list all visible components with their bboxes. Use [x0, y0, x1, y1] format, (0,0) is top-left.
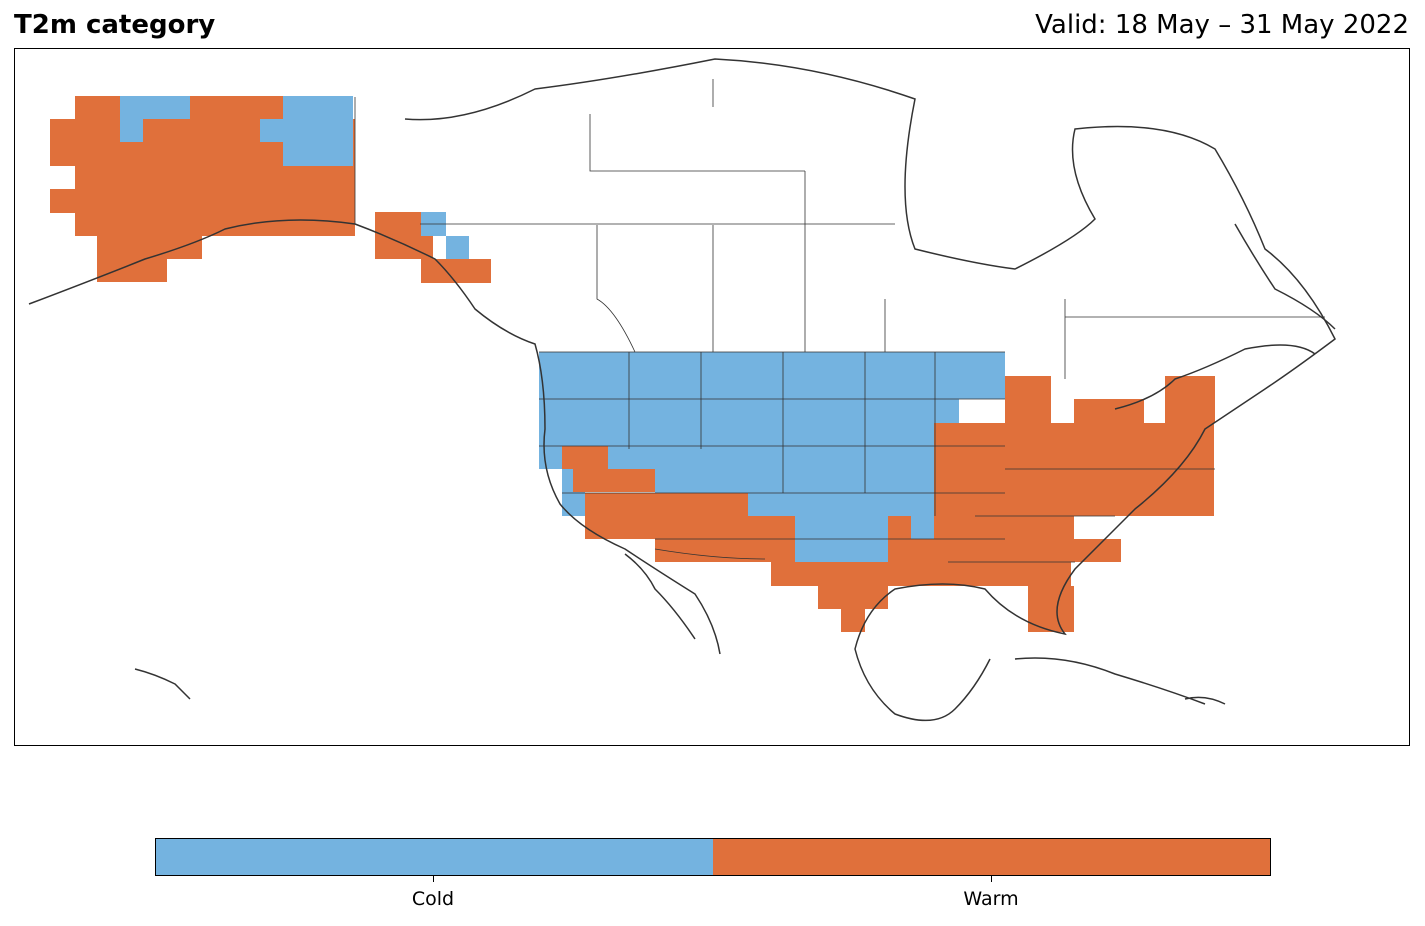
map-svg [28, 58, 1336, 722]
colorbar-tick-cold [433, 876, 434, 882]
alaska-cold-cells [120, 96, 469, 259]
map-title: T2m category [14, 10, 216, 40]
coastlines [28, 58, 1336, 722]
borders [354, 79, 1325, 563]
colorbar-tick-warm [991, 876, 992, 882]
colorbar-cold-segment [156, 839, 713, 875]
valid-date: Valid: 18 May – 31 May 2022 [1035, 10, 1409, 40]
colorbar-warm-segment [713, 839, 1270, 875]
colorbar-label-cold: Cold [411, 888, 455, 910]
colorbar-label-warm: Warm [963, 888, 1019, 910]
map-panel [14, 48, 1410, 746]
colorbar [155, 838, 1271, 876]
conus-warm-cells [562, 376, 1215, 632]
